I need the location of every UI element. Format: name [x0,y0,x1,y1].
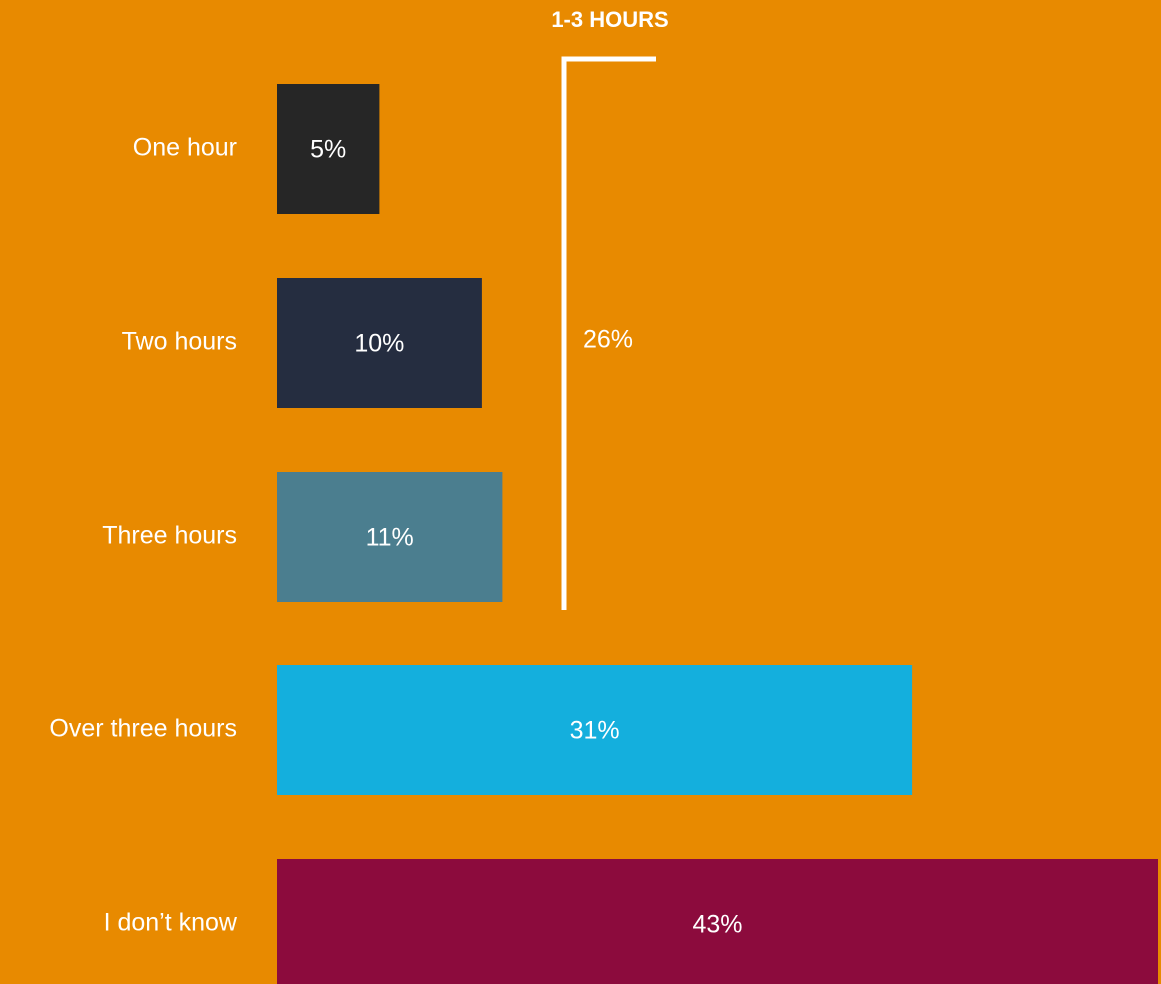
bracket-value-label: 26% [583,326,633,354]
bracket-annotation: 1-3 HOURS 26% [551,7,669,610]
data-label: 10% [354,330,404,358]
category-label: Three hours [102,522,237,550]
bars-layer: One hour 5% Two hours 10% Three hours 11% Over… [49,84,1158,984]
data-label: 5% [310,136,346,164]
category-label: I don’t know [104,909,238,937]
bracket-line [561,56,656,610]
category-label: Over three hours [49,715,237,743]
bar [277,665,913,795]
data-label: 31% [570,717,620,745]
bar [277,472,503,602]
bracket-title: 1-3 HOURS [551,7,668,32]
data-label: 43% [692,911,742,939]
data-label: 11% [366,524,414,552]
bar [277,859,1158,984]
bar [277,278,482,408]
category-label: Two hours [122,328,237,356]
category-label: One hour [133,134,237,162]
bar [277,84,380,214]
